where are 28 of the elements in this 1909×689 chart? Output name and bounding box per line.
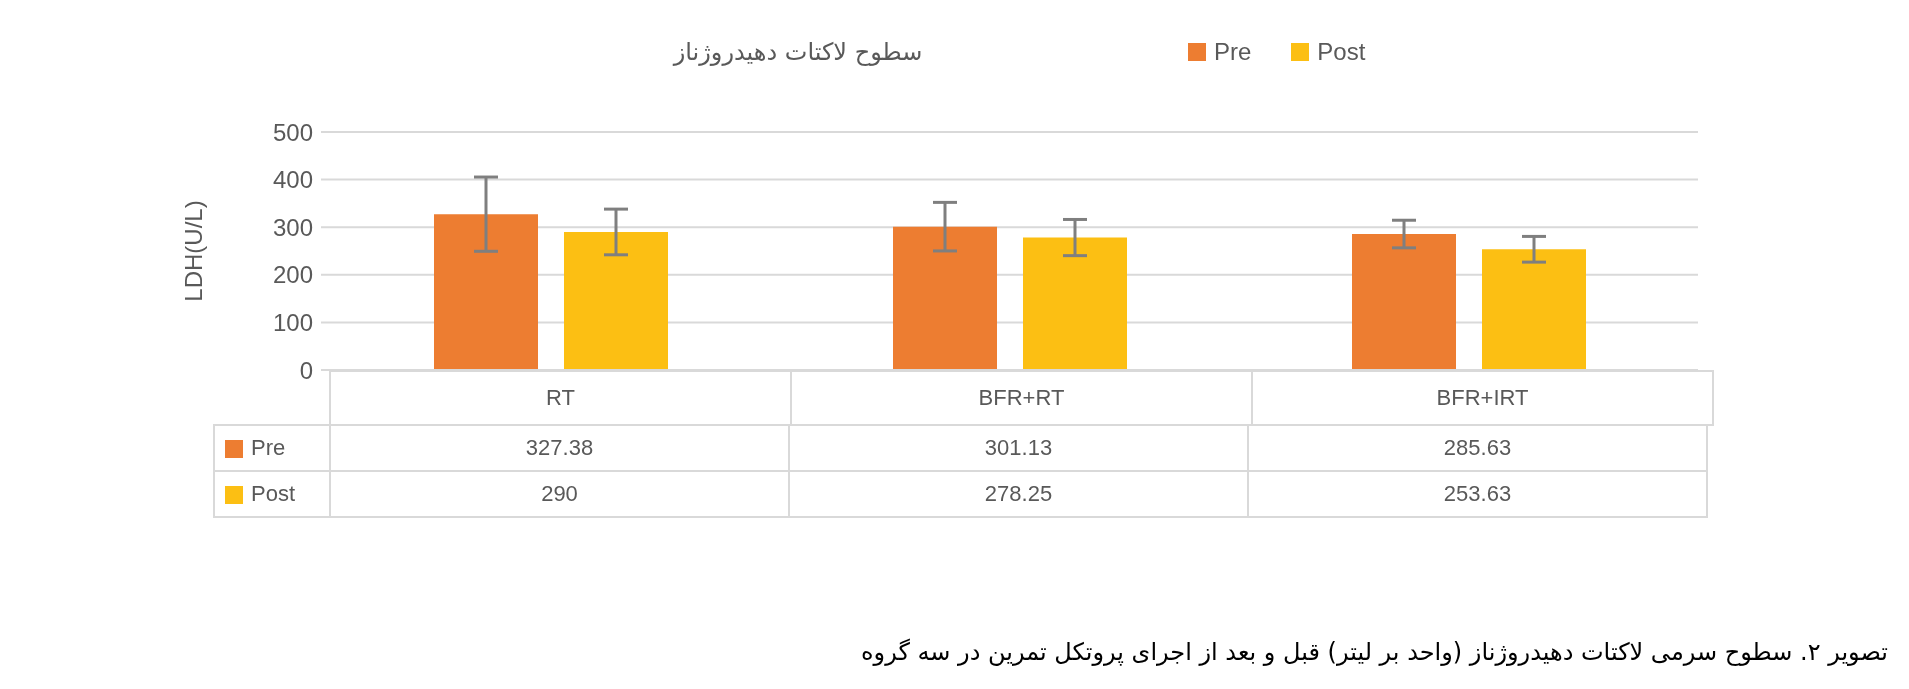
text: تصویر ۲. سطوح سرمی لاکتات دهیدروژناز (واحد بر لیتر) قبل و بعد از اجرای پروتکل تمرین در سه گروه [861, 638, 1888, 666]
legend-label: Post [1316, 38, 1366, 66]
chart-title: سطوح لاکتات دهیدروژناز [671, 38, 924, 66]
bar [564, 231, 668, 370]
y-tick-label: 200 [272, 261, 313, 289]
y-tick-label: 300 [272, 213, 313, 241]
y-axis-title: LDH(U/L) [179, 200, 207, 302]
y-tick-label: 100 [272, 308, 313, 336]
bar [434, 214, 538, 370]
data-label: 278.25 [789, 471, 1248, 517]
data-label: 253.63 [1248, 471, 1707, 517]
bar [1023, 237, 1127, 370]
data-label: 327.38 [330, 425, 789, 471]
data-label: 301.13 [789, 425, 1248, 471]
y-tick-label: 0 [299, 356, 313, 384]
bar [893, 226, 997, 370]
y-tick-label: 400 [272, 166, 313, 194]
bar [1482, 249, 1586, 370]
text: Pre [251, 435, 286, 461]
x-tick-label: BFR+RT [791, 371, 1252, 425]
x-tick-label: RT [330, 371, 791, 425]
bar [1352, 234, 1456, 370]
y-tick-label: 500 [272, 118, 313, 146]
legend-label: Pre [1213, 38, 1252, 66]
text: Post [251, 481, 296, 507]
data-label: 290 [330, 471, 789, 517]
data-label: 285.63 [1248, 425, 1707, 471]
x-tick-label: BFR+IRT [1252, 371, 1713, 425]
